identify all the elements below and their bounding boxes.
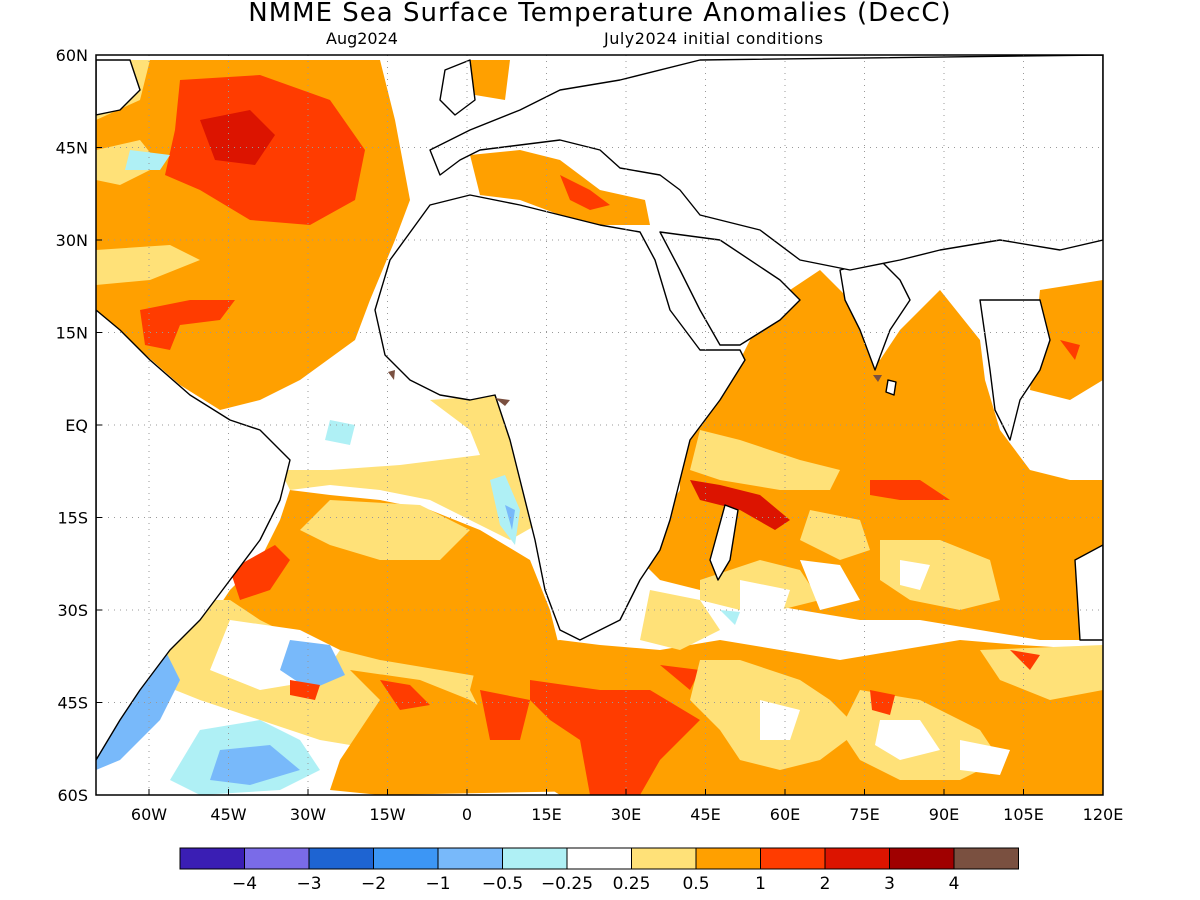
colorbar-swatch — [889, 847, 955, 870]
colorbar-label: 0.5 — [682, 874, 709, 894]
colorbar-label: 2 — [820, 874, 831, 894]
colorbar-label: −4 — [232, 874, 257, 894]
colorbar-swatch — [502, 847, 568, 870]
lon-label: 60E — [770, 805, 800, 824]
lat-label: 30S — [57, 601, 88, 620]
colorbar-label: 0.25 — [613, 874, 651, 894]
colorbar-label: −3 — [296, 874, 321, 894]
uk-land — [439, 59, 476, 116]
lat-label: EQ — [65, 416, 88, 435]
lon-label: 75E — [849, 805, 879, 824]
lat-label: 45N — [56, 139, 88, 158]
colorbar-label: −0.5 — [482, 874, 523, 894]
lat-label: 60N — [56, 46, 88, 65]
lon-label: 15W — [369, 805, 405, 824]
lon-label: 0 — [462, 805, 472, 824]
colorbar-swatch — [373, 847, 439, 870]
longitude-labels: 60W 45W 30W 15W 0 15E 30E 45E 60E 75E 90E 105E 120E — [131, 789, 1123, 824]
lon-label: 60W — [131, 805, 167, 824]
americas-land — [96, 309, 291, 761]
colorbar-swatch — [437, 847, 503, 870]
colorbar-label: 1 — [755, 874, 766, 894]
colorbar-swatch — [760, 847, 826, 870]
india-land — [839, 259, 911, 371]
lon-label: 45E — [690, 805, 720, 824]
lon-label: 120E — [1083, 805, 1124, 824]
colorbar-swatch — [631, 847, 697, 870]
colorbar-label: −0.25 — [541, 874, 593, 894]
forecast-month-label: Aug2024 — [326, 29, 398, 48]
arabia-land — [659, 231, 801, 346]
colorbar-swatch — [179, 847, 245, 870]
colorbar-swatch — [244, 847, 310, 870]
lon-label: 30E — [611, 805, 641, 824]
north-america-land — [96, 59, 141, 116]
colorbar-label: 3 — [884, 874, 895, 894]
lat-label: 15S — [57, 509, 88, 528]
lon-label: 30W — [290, 805, 326, 824]
lat-label: 15N — [56, 324, 88, 343]
lat-label: 60S — [57, 786, 88, 805]
lon-label: 45W — [210, 805, 246, 824]
colorbar-label: −1 — [425, 874, 450, 894]
madagascar-land — [709, 504, 739, 581]
colorbar-swatch — [824, 847, 890, 870]
colorbar-label: 4 — [949, 874, 960, 894]
colorbar-swatch — [953, 847, 1019, 870]
southeast-asia-land — [979, 299, 1051, 441]
coastlines — [96, 55, 1103, 761]
latitude-labels: 60N 45N 30N 15N EQ 15S 30S 45S 60S — [56, 46, 102, 805]
lon-label: 90E — [929, 805, 959, 824]
colorbar-swatch — [308, 847, 374, 870]
colorbar — [179, 847, 1019, 870]
lon-label: 105E — [1003, 805, 1044, 824]
africa-land — [374, 194, 746, 641]
lat-label: 30N — [56, 231, 88, 250]
colorbar-swatch — [695, 847, 761, 870]
colorbar-labels: −4 −3 −2 −1 −0.5 −0.25 0.25 0.5 1 2 3 4 — [232, 874, 959, 894]
lon-label: 15E — [531, 805, 561, 824]
colorbar-swatch — [566, 847, 632, 870]
europe-land — [429, 55, 1103, 271]
lat-label: 45S — [57, 694, 88, 713]
colorbar-label: −2 — [361, 874, 386, 894]
initial-conditions-label: July2024 initial conditions — [604, 29, 824, 48]
australia-land — [1074, 544, 1103, 641]
chart-title: NMME Sea Surface Temperature Anomalies (… — [248, 0, 952, 28]
